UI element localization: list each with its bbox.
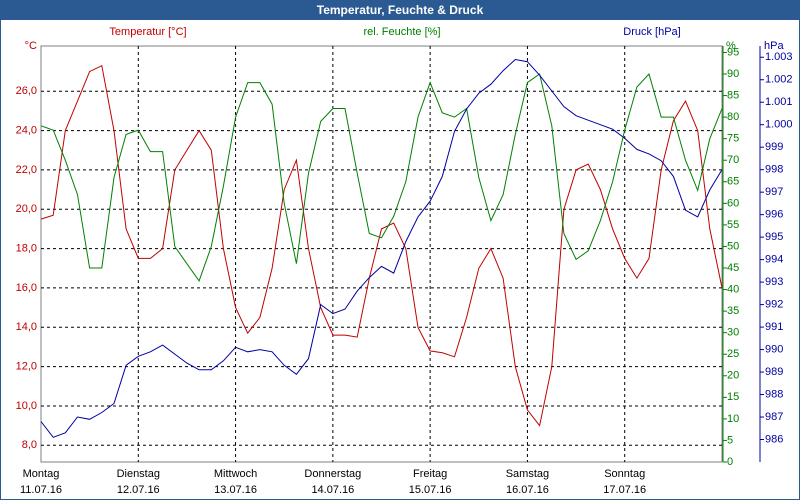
x-tick-date: 12.07.16 xyxy=(117,484,160,496)
y3-tick-label: 988 xyxy=(765,388,783,400)
y2-tick-label: 5 xyxy=(727,434,733,446)
y3-tick-label: 995 xyxy=(765,231,783,243)
x-tick-label: Mittwoch xyxy=(214,468,257,480)
y2-tick-label: 50 xyxy=(727,240,739,252)
x-tick-label: Montag xyxy=(23,468,60,480)
y3-tick-label: 997 xyxy=(765,186,783,198)
title-bar xyxy=(1,1,799,20)
plot-area xyxy=(40,45,723,463)
y3-tick-label: 1.000 xyxy=(765,119,793,131)
y2-tick-label: 65 xyxy=(727,176,739,188)
y3-tick-label: 1.002 xyxy=(765,74,793,86)
x-tick-label: Sonntag xyxy=(604,468,645,480)
series-label: rel. Feuchte [%] xyxy=(363,26,440,38)
y2-tick-label: 85 xyxy=(727,89,739,101)
y2-tick-label: 10 xyxy=(727,413,739,425)
y2-tick-label: 15 xyxy=(727,391,739,403)
y3-tick-label: 991 xyxy=(765,321,783,333)
y-tick-label: 14,0 xyxy=(16,321,37,333)
y2-tick-label: 45 xyxy=(727,262,739,274)
y2-tick-label: 25 xyxy=(727,348,739,360)
x-tick-label: Donnerstag xyxy=(304,468,361,480)
y-tick-label: 16,0 xyxy=(16,282,37,294)
y3-tick-label: 990 xyxy=(765,343,783,355)
y3-unit: hPa xyxy=(764,40,784,52)
x-tick-date: 15.07.16 xyxy=(409,484,452,496)
y3-tick-label: 992 xyxy=(765,299,783,311)
y2-tick-label: 80 xyxy=(727,111,739,123)
y3-tick-label: 986 xyxy=(765,433,783,445)
y2-tick-label: 55 xyxy=(727,219,739,231)
y2-tick-label: 70 xyxy=(727,154,739,166)
y3-tick-label: 1.001 xyxy=(765,96,793,108)
y2-tick-label: 0 xyxy=(727,456,733,468)
x-tick-date: 16.07.16 xyxy=(506,484,549,496)
y2-tick-label: 35 xyxy=(727,305,739,317)
y-unit: °C xyxy=(25,40,37,52)
y-tick-label: 12,0 xyxy=(16,361,37,373)
y2-unit: % xyxy=(726,40,736,52)
y3-tick-label: 993 xyxy=(765,276,783,288)
y2-tick-label: 40 xyxy=(727,283,739,295)
y2-tick-label: 30 xyxy=(727,327,739,339)
y3-tick-label: 987 xyxy=(765,411,783,423)
series-line xyxy=(40,64,723,427)
y-tick-label: 18,0 xyxy=(16,242,37,254)
y2-tick-label: 60 xyxy=(727,197,739,209)
y3-tick-label: 989 xyxy=(765,366,783,378)
y3-tick-label: 996 xyxy=(765,209,783,221)
series-label: Druck [hPa] xyxy=(623,26,680,38)
y3-tick-label: 994 xyxy=(765,254,783,266)
y2-tick-label: 75 xyxy=(727,133,739,145)
x-tick-date: 13.07.16 xyxy=(214,484,257,496)
y3-tick-label: 998 xyxy=(765,164,783,176)
y-tick-label: 22,0 xyxy=(16,164,37,176)
y3-tick-label: 1.003 xyxy=(765,51,793,63)
series-line xyxy=(40,58,723,438)
x-tick-date: 11.07.16 xyxy=(20,484,62,496)
y3-tick-label: 999 xyxy=(765,141,783,153)
x-tick-label: Samstag xyxy=(506,468,549,480)
x-tick-label: Freitag xyxy=(413,468,447,480)
y-tick-label: 24,0 xyxy=(16,124,37,136)
x-tick-date: 14.07.16 xyxy=(311,484,354,496)
series-label: Temperatur [°C] xyxy=(109,26,186,38)
y-tick-label: 10,0 xyxy=(16,400,37,412)
y2-tick-label: 20 xyxy=(727,370,739,382)
y-tick-label: 26,0 xyxy=(16,85,37,97)
y2-tick-label: 90 xyxy=(727,68,739,80)
y-tick-label: 20,0 xyxy=(16,203,37,215)
x-tick-label: Dienstag xyxy=(117,468,160,480)
x-tick-date: 17.07.16 xyxy=(603,484,646,496)
chart-title: Temperatur, Feuchte & Druck xyxy=(317,3,484,17)
series-line xyxy=(40,73,723,282)
y-tick-label: 8,0 xyxy=(22,439,37,451)
y2-tick-label: 95 xyxy=(727,46,739,58)
